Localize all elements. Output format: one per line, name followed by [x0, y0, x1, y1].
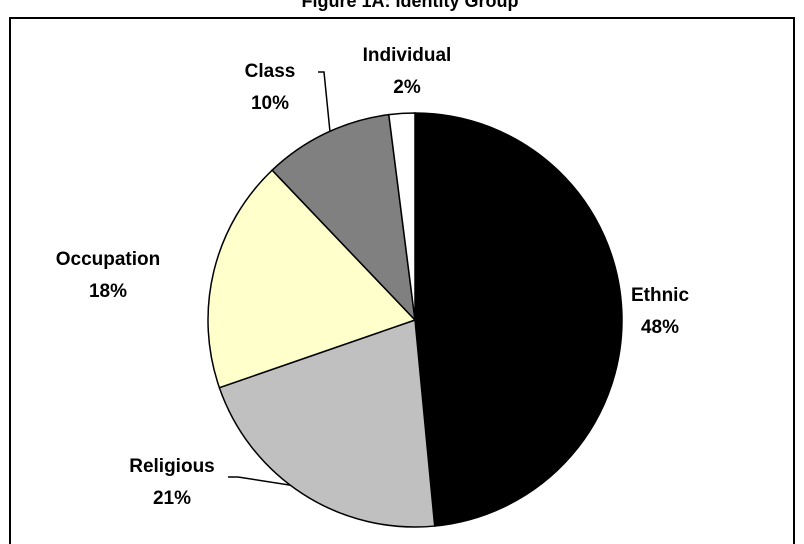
slice-label: Occupation: [56, 249, 161, 270]
slice-label: Ethnic: [631, 285, 689, 306]
chart-title: Figure 1A: Identity Group: [301, 0, 518, 11]
slice-label: Individual: [363, 45, 452, 66]
slice-value-label: 21%: [153, 488, 191, 509]
pie-slice: [218, 318, 436, 528]
slice-value-label: 2%: [393, 77, 421, 98]
pie-slice: [207, 169, 417, 389]
slice-label: Class: [245, 61, 296, 82]
pie-slice: [271, 113, 417, 323]
pie-slice: [414, 112, 623, 527]
slice-label: Religious: [129, 456, 215, 477]
slice-value-label: 10%: [251, 93, 289, 114]
slice-value-label: 48%: [641, 317, 679, 338]
slice-value-label: 18%: [89, 281, 127, 302]
pie-slice: [387, 112, 416, 321]
leader-line: [318, 71, 331, 133]
